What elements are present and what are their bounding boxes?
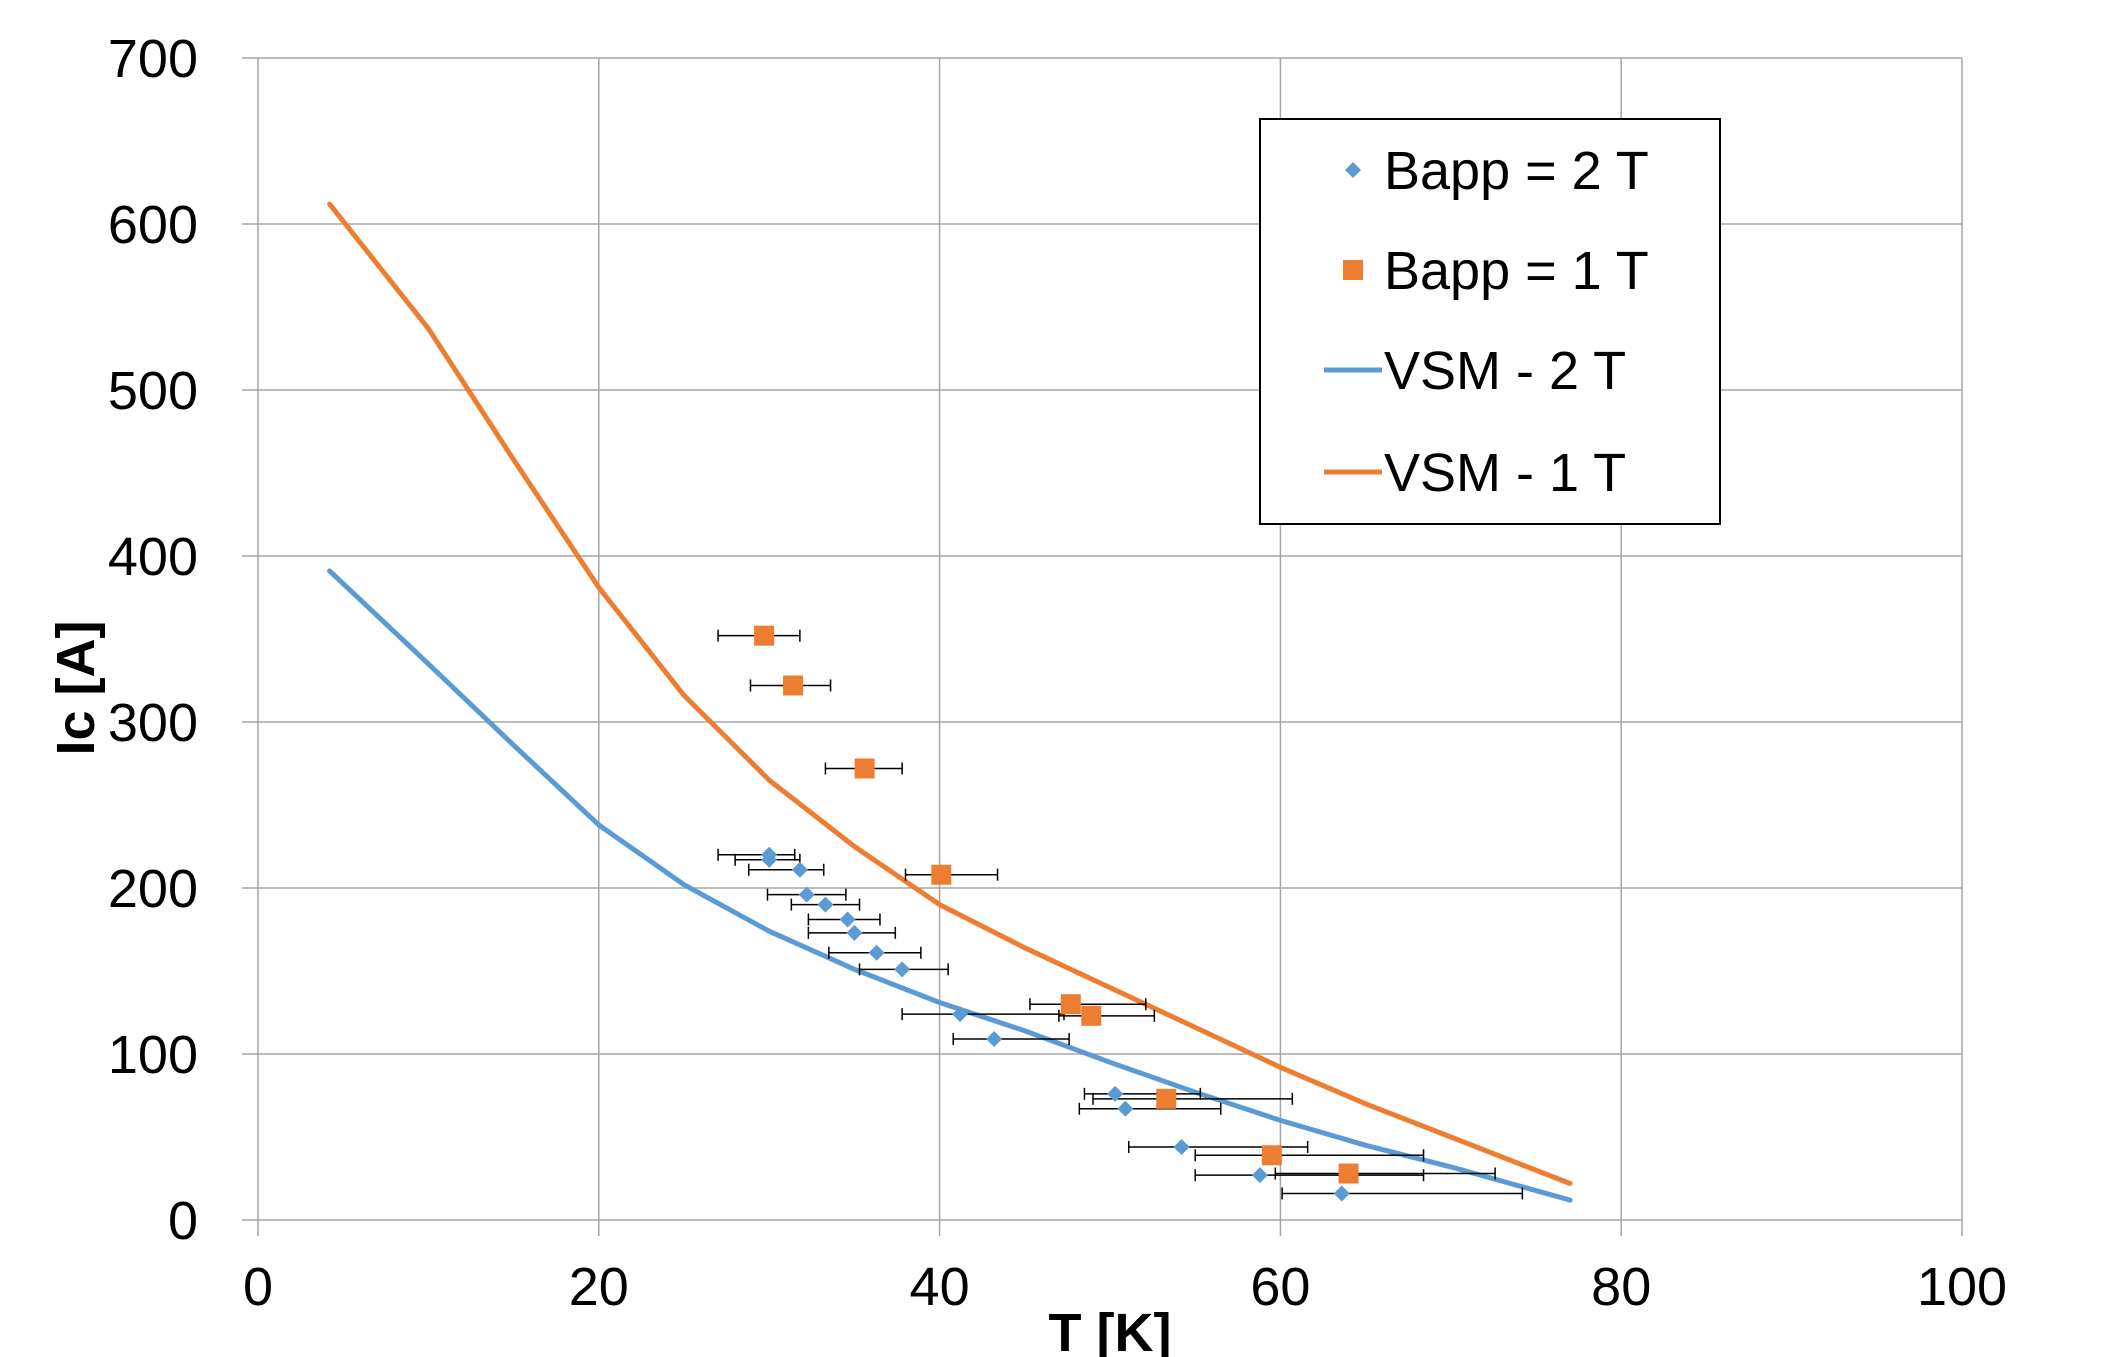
- data-point-diamond: [791, 861, 808, 878]
- series-line-3: [327, 201, 1573, 1186]
- series-line-2: [327, 568, 1573, 1203]
- data-point-diamond: [1117, 1100, 1134, 1117]
- data-point-diamond: [894, 961, 911, 978]
- legend-label: VSM - 1 T: [1384, 443, 1626, 503]
- data-point-diamond: [986, 1031, 1003, 1048]
- y-tick-label: 100: [108, 1025, 198, 1085]
- y-tick-label: 500: [108, 361, 198, 421]
- y-tick-label: 0: [168, 1191, 198, 1251]
- data-point-square: [783, 675, 804, 696]
- y-tick-label: 600: [108, 195, 198, 255]
- data-point-square: [854, 758, 875, 779]
- legend-label: Bapp = 1 T: [1384, 241, 1649, 301]
- x-tick-label: 20: [569, 1257, 629, 1317]
- data-point-square: [1261, 1145, 1282, 1166]
- data-point-diamond: [868, 944, 885, 961]
- data-point-square: [754, 625, 775, 646]
- scatter-points: [754, 625, 1359, 1202]
- x-tick-label: 0: [243, 1257, 273, 1317]
- error-bars: [717, 629, 1524, 1200]
- data-point-diamond: [952, 1006, 969, 1023]
- y-axis-title: Ic [A]: [46, 621, 106, 756]
- data-point-square: [1156, 1088, 1177, 1109]
- legend: Bapp = 2 T Bapp = 1 T VSM - 2 T VSM - 1 T: [1259, 118, 1721, 525]
- line-series: [327, 201, 1573, 1203]
- tick-labels: 0 100 200 300 400 500 600 700 0 20 40 60 80 100: [108, 29, 2007, 1317]
- y-tick-label: 700: [108, 29, 198, 89]
- y-tick-label: 400: [108, 527, 198, 587]
- y-tick-label: 300: [108, 693, 198, 753]
- data-point-diamond: [839, 911, 856, 928]
- x-tick-label: 80: [1591, 1257, 1651, 1317]
- x-axis-title: T [K]: [1049, 1303, 1172, 1357]
- data-point-square: [1060, 994, 1081, 1015]
- y-tick-label: 200: [108, 859, 198, 919]
- data-point-square: [1338, 1163, 1359, 1184]
- data-point-diamond: [1173, 1138, 1190, 1155]
- legend-items: Bapp = 2 T Bapp = 1 T VSM - 2 T VSM - 1 T: [1324, 141, 1649, 503]
- data-point-square: [1081, 1005, 1102, 1026]
- legend-box: [1259, 118, 1721, 525]
- data-point-diamond: [1107, 1085, 1124, 1102]
- data-point-diamond: [1251, 1167, 1268, 1184]
- legend-diamond-swatch: [1345, 162, 1361, 178]
- x-tick-label: 40: [910, 1257, 970, 1317]
- data-point-diamond: [817, 896, 834, 913]
- legend-label: VSM - 2 T: [1384, 341, 1626, 401]
- data-point-diamond: [846, 924, 863, 941]
- data-point-diamond: [761, 851, 778, 868]
- x-tick-label: 100: [1917, 1257, 2007, 1317]
- data-point-square: [931, 864, 952, 885]
- legend-square-swatch: [1343, 260, 1363, 280]
- legend-label: Bapp = 2 T: [1384, 141, 1649, 201]
- data-point-diamond: [798, 886, 815, 903]
- data-point-diamond: [1333, 1185, 1350, 1202]
- x-tick-label: 60: [1250, 1257, 1310, 1317]
